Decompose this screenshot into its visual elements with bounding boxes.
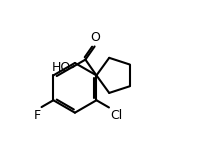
Text: F: F: [34, 109, 41, 122]
Text: O: O: [91, 31, 100, 44]
Text: Cl: Cl: [110, 109, 122, 122]
Text: HO: HO: [52, 61, 71, 74]
